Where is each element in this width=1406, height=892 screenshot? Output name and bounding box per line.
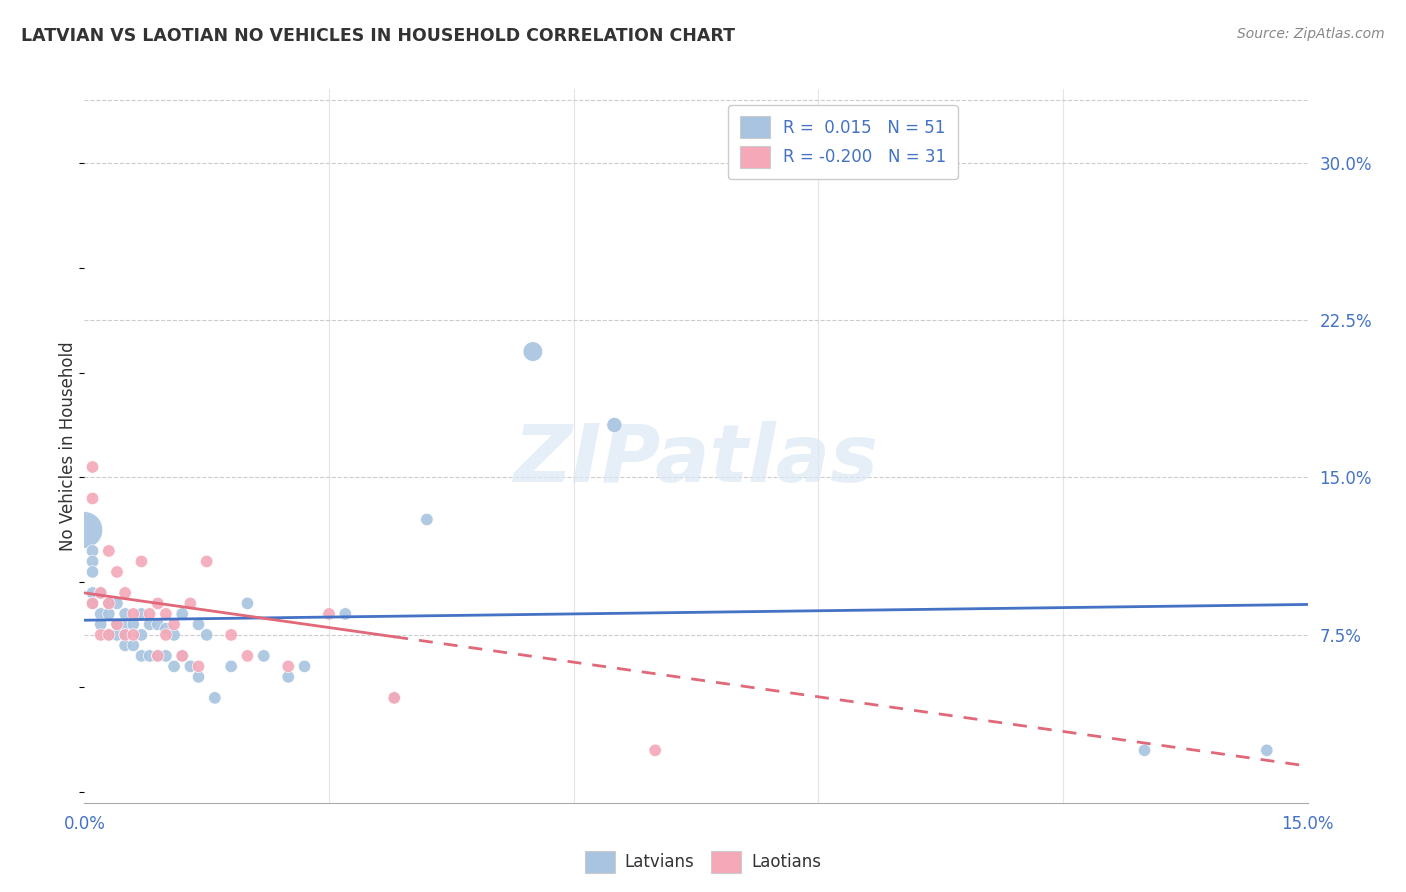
Point [114,628,136,642]
Point [294,659,316,673]
Point [253,648,276,663]
Point [236,596,259,610]
Point [90,586,112,600]
Point [122,639,145,653]
Point [97,628,120,642]
Point [277,659,299,673]
Point [603,417,626,432]
Point [138,617,160,632]
Point [1256,743,1278,757]
Point [179,659,201,673]
Point [131,628,153,642]
Point [138,648,160,663]
Point [155,607,177,621]
Text: ZIPatlas: ZIPatlas [513,421,879,500]
Point [172,648,194,663]
Point [82,491,104,506]
Point [416,512,439,526]
Point [105,617,128,632]
Point [82,544,104,558]
Point [187,659,209,673]
Point [82,554,104,568]
Point [105,617,128,632]
Point [122,607,145,621]
Point [219,628,242,642]
Point [236,648,259,663]
Point [204,690,226,705]
Point [219,659,242,673]
Point [146,596,169,610]
Point [644,743,666,757]
Point [146,617,169,632]
Point [90,617,112,632]
Text: Source: ZipAtlas.com: Source: ZipAtlas.com [1237,27,1385,41]
Point [131,554,153,568]
Point [146,648,169,663]
Point [105,628,128,642]
Point [1133,743,1156,757]
Point [155,648,177,663]
Point [172,607,194,621]
Point [114,628,136,642]
Legend: R =  0.015   N = 51, R = -0.200   N = 31: R = 0.015 N = 51, R = -0.200 N = 31 [728,104,957,179]
Point [97,596,120,610]
Point [146,648,169,663]
Point [179,596,201,610]
Point [90,628,112,642]
Point [97,607,120,621]
Point [131,607,153,621]
Point [105,565,128,579]
Point [382,690,405,705]
Point [195,628,218,642]
Point [187,617,209,632]
Point [122,628,145,642]
Point [114,617,136,632]
Point [318,607,340,621]
Point [163,659,186,673]
Point [122,617,145,632]
Point [277,670,299,684]
Point [97,596,120,610]
Point [163,617,186,632]
Point [155,628,177,642]
Point [382,690,405,705]
Point [90,586,112,600]
Point [114,586,136,600]
Point [114,639,136,653]
Point [82,596,104,610]
Legend: Latvians, Laotians: Latvians, Laotians [578,845,828,880]
Point [90,607,112,621]
Y-axis label: No Vehicles in Household: No Vehicles in Household [59,341,77,551]
Point [105,596,128,610]
Point [172,648,194,663]
Point [82,596,104,610]
Point [155,622,177,636]
Point [114,607,136,621]
Text: LATVIAN VS LAOTIAN NO VEHICLES IN HOUSEHOLD CORRELATION CHART: LATVIAN VS LAOTIAN NO VEHICLES IN HOUSEH… [21,27,735,45]
Point [82,565,104,579]
Point [187,670,209,684]
Point [131,648,153,663]
Point [97,628,120,642]
Point [82,460,104,475]
Point [195,554,218,568]
Point [163,628,186,642]
Point [82,586,104,600]
Point [335,607,357,621]
Point [73,523,96,537]
Point [522,344,544,359]
Point [97,544,120,558]
Point [138,607,160,621]
